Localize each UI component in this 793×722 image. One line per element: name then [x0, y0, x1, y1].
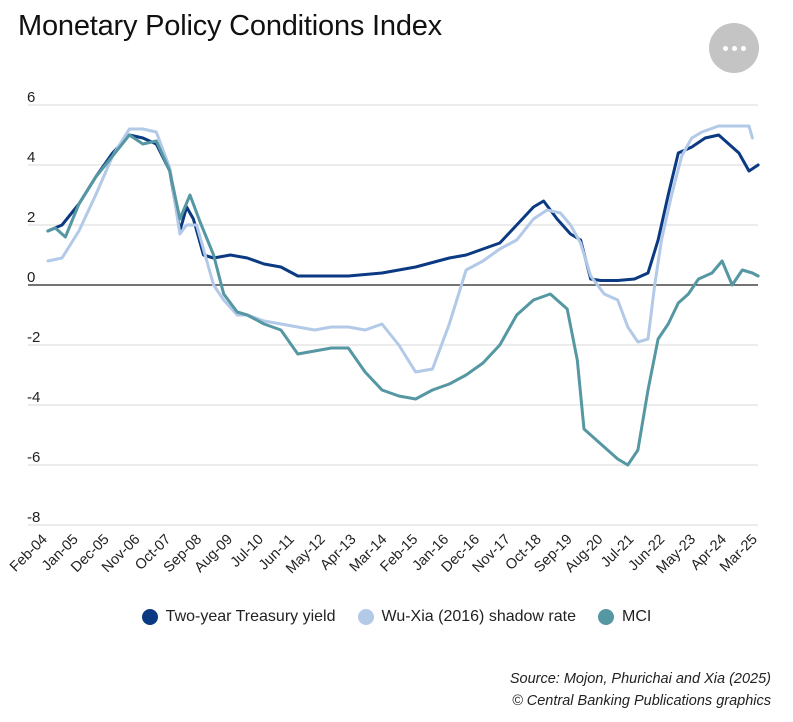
source-text: Source: Mojon, Phurichai and Xia (2025) [509, 671, 771, 687]
credit-text: © Central Banking Publications graphics [512, 693, 771, 709]
chart-title: Monetary Policy Conditions Index [18, 10, 442, 42]
line-chart: 6 4 2 0 -2 -4 -6 -8 Feb-04Jan-05Dec-05Nov-06Oct… [7, 89, 761, 578]
y-tick-label: -8 [27, 509, 40, 526]
y-tick-label: -2 [27, 329, 40, 346]
legend-label-treasury: Two-year Treasury yield [165, 608, 336, 625]
y-tick-label: 0 [27, 269, 35, 286]
series-lines [46, 124, 760, 467]
series-line-2 [46, 133, 760, 467]
legend-label-shadow-rate: Wu-Xia (2016) shadow rate [381, 608, 576, 625]
legend-item-mci[interactable]: MCI [597, 608, 652, 626]
gridlines [28, 104, 758, 526]
y-tick-label: -4 [27, 389, 40, 406]
y-tick-label: 6 [27, 89, 35, 106]
x-axis: Feb-04Jan-05Dec-05Nov-06Oct-07Sep-08Aug-… [7, 532, 761, 578]
series-line-0 [46, 133, 760, 282]
y-tick-label: -6 [27, 449, 40, 466]
y-tick-label: 4 [27, 149, 35, 166]
legend-swatch-treasury [141, 609, 158, 625]
more-horizontal-icon [722, 45, 746, 51]
y-axis: 6 4 2 0 -2 -4 -6 -8 [27, 89, 40, 526]
legend-swatch-mci [597, 609, 614, 625]
more-options-button[interactable] [709, 23, 759, 73]
legend-label-mci: MCI [621, 608, 652, 625]
source-note: Source: Mojon, Phurichai and Xia (2025) … [510, 668, 771, 712]
y-tick-label: 2 [27, 209, 35, 226]
legend-item-treasury[interactable]: Two-year Treasury yield [141, 608, 336, 626]
legend-swatch-shadow-rate [357, 609, 374, 625]
legend: Two-year Treasury yield Wu-Xia (2016) sh… [0, 608, 793, 626]
legend-item-shadow-rate[interactable]: Wu-Xia (2016) shadow rate [357, 608, 576, 626]
series-line-1 [46, 124, 754, 374]
